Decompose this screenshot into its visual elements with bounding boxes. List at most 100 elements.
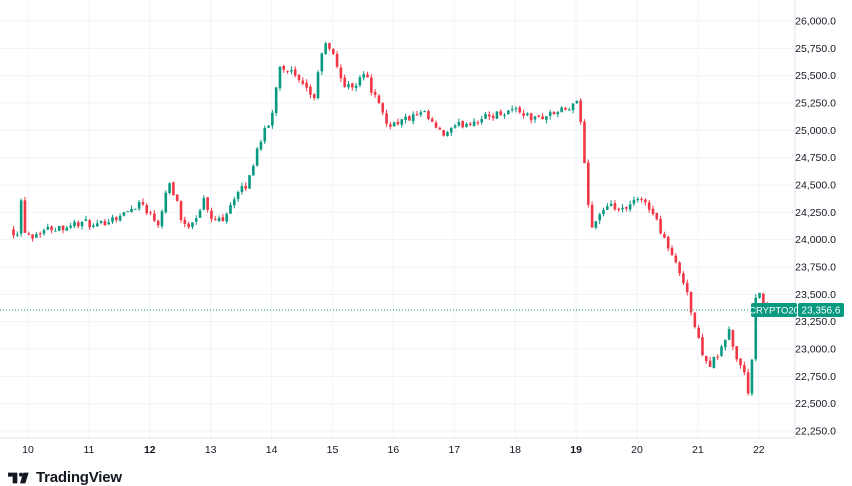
candle-body [134, 208, 137, 210]
candle-body [484, 114, 487, 119]
candle [659, 215, 662, 235]
candle [381, 102, 385, 116]
candle [628, 200, 632, 212]
candle [670, 245, 674, 256]
candle-body [358, 77, 362, 86]
x-tick-label: 21 [692, 444, 704, 456]
candle [88, 219, 91, 230]
candle [430, 116, 434, 123]
tradingview-logo-icon[interactable] [8, 471, 32, 485]
candle [716, 354, 719, 361]
candle-body [255, 148, 259, 166]
candle [274, 86, 278, 117]
candle [685, 279, 689, 296]
candle-body [19, 200, 23, 234]
candle-body [392, 122, 396, 127]
symbol-label: CRYPTO20 [749, 303, 799, 318]
candle-body [743, 365, 746, 373]
x-tick-label: 16 [388, 444, 400, 456]
candle-body [712, 356, 716, 368]
candlestick-chart[interactable]: 26,000.0 25,750.0 25,500.0 25,250.0 25,000.0… [0, 0, 852, 460]
symbol-label-text: CRYPTO20 [749, 306, 799, 317]
candle [693, 312, 697, 329]
candle [560, 106, 563, 113]
candle-body [65, 227, 69, 231]
y-tick-label: 24,500.0 [795, 180, 836, 192]
candle-body [758, 292, 761, 298]
footer: TradingView [8, 469, 122, 486]
candle-body [122, 212, 126, 216]
candle-body [305, 82, 308, 88]
x-tick-label: 22 [753, 444, 765, 456]
candle-body [297, 75, 301, 80]
y-tick-label: 25,500.0 [795, 70, 836, 82]
candle [217, 215, 221, 223]
x-tick-label: 20 [631, 444, 643, 456]
candle [373, 89, 377, 98]
candle [187, 221, 190, 229]
brand-name[interactable]: TradingView [36, 469, 122, 486]
last-price-label: 23,356.6 [798, 303, 844, 318]
candle [739, 358, 742, 369]
candle-body [156, 221, 160, 226]
candle-body [472, 121, 476, 126]
candle [419, 110, 423, 118]
x-tick-label: 10 [22, 444, 34, 456]
candle-body [61, 225, 65, 231]
candle [708, 357, 712, 368]
axes: 26,000.0 25,750.0 25,500.0 25,250.0 25,000.0… [0, 0, 836, 456]
x-tick-label: 11 [83, 444, 94, 456]
candle [145, 203, 149, 216]
candle [385, 109, 388, 127]
candle-body [126, 211, 130, 213]
candle [583, 119, 586, 164]
candle-body [179, 201, 183, 220]
candle [720, 344, 723, 357]
candle-body [617, 208, 621, 210]
candle-body [507, 110, 510, 115]
candle-body [248, 175, 251, 189]
candle-body [545, 116, 548, 120]
candle-body [80, 221, 84, 227]
candle-body [625, 207, 628, 209]
candle [95, 219, 99, 227]
y-tick-label: 24,750.0 [795, 152, 836, 164]
candle-body [164, 192, 168, 213]
candle-body [685, 282, 689, 293]
candle [488, 111, 491, 121]
candle-body [236, 191, 240, 200]
candle-body [210, 210, 213, 219]
candle [613, 200, 617, 211]
chart-area[interactable]: 26,000.0 25,750.0 25,500.0 25,250.0 25,000.0… [0, 0, 852, 460]
candle-body [499, 111, 503, 115]
candle-body [468, 123, 472, 125]
candle-body [343, 77, 346, 87]
candle-body [130, 208, 133, 213]
candle [160, 209, 164, 229]
candle-body [697, 327, 700, 338]
candle-body [160, 211, 164, 227]
candle [111, 214, 114, 224]
grid-lines [0, 0, 795, 438]
candle [370, 74, 373, 96]
candle [575, 100, 579, 104]
candle [35, 231, 38, 239]
candle [358, 75, 362, 88]
candle-body [46, 226, 50, 230]
candle [50, 225, 53, 234]
candle [99, 220, 103, 225]
candle [640, 196, 643, 203]
candle [54, 227, 57, 232]
candle [743, 361, 746, 376]
candle-body [583, 121, 586, 164]
candle [666, 235, 670, 252]
candle-body [606, 206, 609, 210]
candle-body [750, 359, 754, 394]
candle-body [503, 114, 506, 116]
candle-body [339, 67, 343, 79]
candle [678, 260, 681, 277]
candle-body [526, 113, 529, 116]
candle-body [73, 221, 76, 227]
candle [552, 111, 556, 115]
candle-body [461, 121, 464, 128]
